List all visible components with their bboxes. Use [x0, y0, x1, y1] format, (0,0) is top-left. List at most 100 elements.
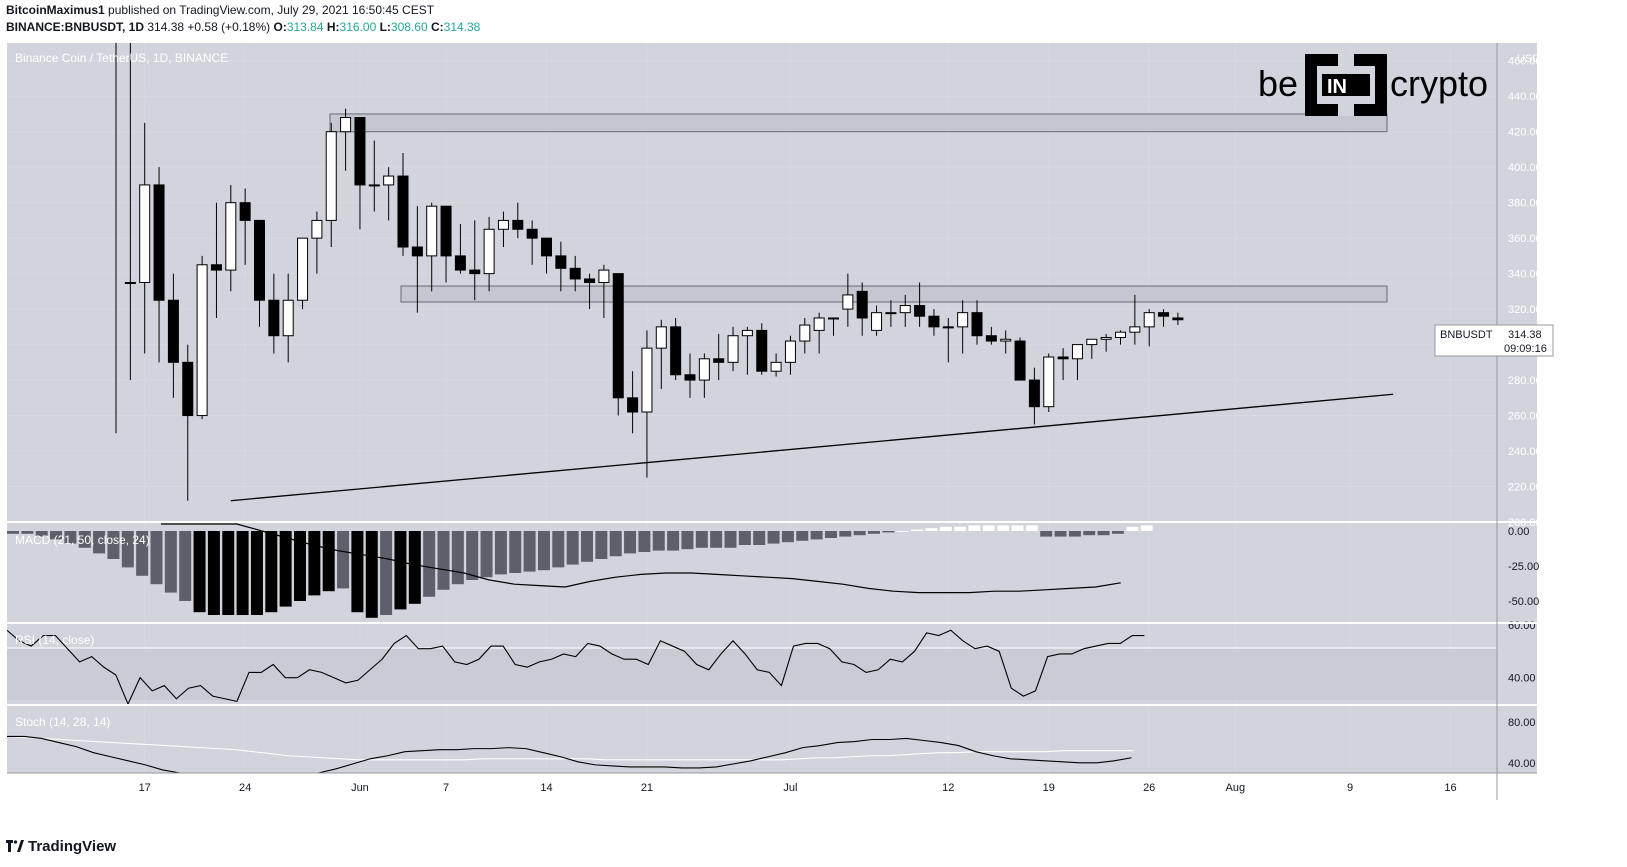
- author[interactable]: BitcoinMaximus1: [6, 3, 105, 17]
- candle-down: [512, 219, 524, 230]
- tradingview-logo-icon: [6, 840, 24, 852]
- candle-up: [139, 184, 151, 283]
- price-tick-label: 400.00: [1508, 162, 1542, 174]
- candle-down: [239, 202, 251, 221]
- macd-histogram-bar: [437, 531, 450, 590]
- price-tick-label: 320.00: [1508, 304, 1542, 316]
- macd-histogram-bar: [93, 531, 106, 554]
- header-line-2: BINANCE:BNBUSDT, 1D 314.38 +0.58 (+0.18%…: [6, 20, 480, 34]
- brand-box-gap-top: [1338, 54, 1354, 66]
- macd-histogram-bar: [552, 531, 565, 568]
- candle-up: [497, 219, 509, 230]
- candle-up: [282, 299, 294, 337]
- macd-histogram-bar: [652, 531, 665, 551]
- macd-histogram-bar: [179, 531, 192, 601]
- macd-histogram-bar: [1068, 531, 1081, 537]
- candle-up: [311, 219, 323, 239]
- rsi-tick-label: 40.00: [1508, 673, 1536, 685]
- candle-down: [454, 255, 466, 271]
- macd-histogram-bar: [64, 531, 77, 544]
- chart-canvas[interactable]: 0.00 -25.00 -50.00 60.00 40.00 80.00 40.00 2…: [0, 0, 1627, 810]
- macd-histogram-bar: [408, 531, 421, 604]
- price-change: +0.58 (+0.18%): [187, 20, 271, 34]
- macd-histogram-bar: [394, 531, 407, 610]
- stoch-title: Stoch (14, 28, 14): [15, 715, 110, 729]
- candle-down: [1172, 317, 1184, 321]
- macd-histogram-bar: [1040, 531, 1053, 537]
- macd-histogram-bar: [581, 531, 593, 562]
- macd-title: MACD (21, 50, close, 24): [15, 533, 150, 547]
- macd-histogram-bar: [265, 531, 278, 613]
- time-tick-label: 9: [1347, 782, 1353, 794]
- candle-up: [1086, 338, 1098, 346]
- macd-histogram-bar: [523, 531, 536, 572]
- macd-histogram-bar: [1025, 525, 1038, 531]
- stoch-pane: 80.00 40.00: [6, 717, 1536, 774]
- macd-histogram-bar: [121, 531, 134, 568]
- macd-histogram-bar: [781, 531, 794, 543]
- price-tick-label: 340.00: [1508, 269, 1542, 281]
- macd-histogram-bar: [681, 531, 694, 550]
- symbol-label: BINANCE:BNBUSDT, 1D: [6, 20, 145, 34]
- macd-histogram-bar: [710, 531, 723, 548]
- price-label-value: 314.38: [1508, 329, 1542, 341]
- candle-down: [612, 273, 624, 399]
- macd-histogram-bar: [380, 531, 393, 615]
- macd-pane: 0.00 -25.00 -50.00: [7, 523, 1539, 618]
- macd-histogram-bar: [7, 531, 19, 534]
- pane-separators: [7, 43, 1537, 800]
- brand-box-gap-bottom: [1338, 104, 1354, 116]
- macd-histogram-bar: [753, 531, 766, 545]
- candle-up: [813, 317, 825, 331]
- last-price: 314.38: [147, 20, 185, 34]
- macd-histogram-bar: [236, 531, 249, 615]
- time-tick-label: 26: [1143, 782, 1155, 794]
- candle-down: [627, 397, 639, 413]
- macd-histogram-bar: [911, 529, 924, 531]
- macd-histogram-bar: [853, 531, 866, 536]
- macd-histogram-bar: [1083, 531, 1096, 536]
- price-tick-label: 460.00: [1508, 56, 1542, 68]
- open-value: 313.84: [286, 20, 324, 34]
- candle-up: [426, 205, 438, 257]
- candle-up: [741, 329, 753, 337]
- macd-line: [161, 523, 1121, 594]
- macd-histogram-bar: [954, 526, 967, 531]
- macd-histogram-bar: [451, 531, 464, 585]
- time-tick-label: 12: [942, 782, 954, 794]
- candle-up: [784, 340, 796, 363]
- macd-histogram-bar: [609, 531, 622, 557]
- macd-histogram-bar: [294, 531, 306, 601]
- macd-histogram-bar: [207, 531, 220, 615]
- candle-down: [526, 228, 538, 239]
- macd-histogram-bar: [322, 531, 335, 592]
- candle-up: [598, 269, 610, 283]
- candle-up: [942, 326, 954, 329]
- price-tick-label: 420.00: [1508, 127, 1542, 139]
- time-tick-label: 14: [540, 782, 552, 794]
- candle-up: [225, 202, 237, 271]
- time-tick-label: 16: [1444, 782, 1456, 794]
- candle-down: [440, 205, 452, 257]
- candle-down: [397, 175, 409, 248]
- price-tick-label: 220.00: [1508, 482, 1542, 494]
- candle-up: [196, 264, 208, 417]
- macd-histogram-bar: [638, 531, 651, 552]
- candle-up: [483, 228, 495, 275]
- candle-up: [1115, 331, 1126, 338]
- candle-down: [856, 290, 868, 319]
- price-tick-label: 360.00: [1508, 233, 1542, 245]
- macd-histogram-bar: [423, 531, 436, 597]
- trendline[interactable]: [230, 393, 1394, 502]
- macd-histogram-bar: [939, 526, 952, 531]
- macd-histogram-bar: [997, 525, 1010, 531]
- time-tick-label: Aug: [1226, 782, 1246, 794]
- macd-histogram-bar: [667, 531, 680, 551]
- macd-histogram-bar: [337, 531, 350, 589]
- macd-histogram-bar: [839, 531, 852, 537]
- macd-histogram-bar: [308, 531, 321, 596]
- open-label: O:: [273, 20, 287, 34]
- rsi-tick-label: 60.00: [1508, 620, 1536, 632]
- close-value: 314.38: [443, 20, 481, 34]
- tradingview-brand[interactable]: TradingView: [28, 838, 117, 855]
